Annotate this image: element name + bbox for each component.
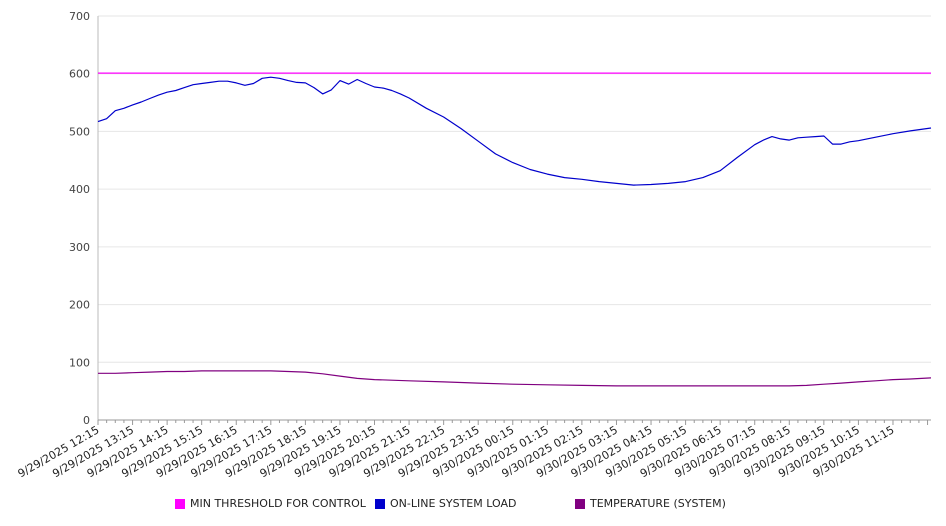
legend-swatch-temperature xyxy=(575,498,585,509)
x-tick-labels: 9/29/2025 12:159/29/2025 13:159/29/2025 … xyxy=(16,423,897,480)
legend-swatch-threshold xyxy=(175,498,185,509)
y-tick-label: 700 xyxy=(69,10,90,23)
y-tick-labels: 0 100 200 300 400 500 600 700 xyxy=(69,10,90,427)
legend-label-system-load: ON-LINE SYSTEM LOAD xyxy=(390,497,517,510)
y-tick-label: 300 xyxy=(69,241,90,254)
legend-label-temperature: TEMPERATURE (SYSTEM) xyxy=(590,497,726,510)
y-tick-label: 400 xyxy=(69,183,90,196)
series-lines xyxy=(97,72,932,387)
legend-item-temperature[interactable]: TEMPERATURE (SYSTEM) xyxy=(575,497,726,510)
grid-lines xyxy=(98,15,931,421)
y-tick-label: 100 xyxy=(69,356,90,369)
legend: MIN THRESHOLD FOR CONTROL ON-LINE SYSTEM… xyxy=(0,497,946,517)
y-tick-label: 600 xyxy=(69,68,90,81)
y-tick-label: 500 xyxy=(69,125,90,138)
series-line-system-load xyxy=(97,76,932,186)
y-tick-label: 200 xyxy=(69,299,90,312)
series-line-temperature xyxy=(98,370,932,387)
y-tick-label: 0 xyxy=(83,414,90,427)
legend-swatch-system-load xyxy=(375,498,385,509)
legend-item-system-load[interactable]: ON-LINE SYSTEM LOAD xyxy=(375,497,516,510)
axes xyxy=(97,16,931,425)
legend-item-threshold[interactable]: MIN THRESHOLD FOR CONTROL xyxy=(175,497,366,510)
legend-label-threshold: MIN THRESHOLD FOR CONTROL xyxy=(190,497,366,510)
